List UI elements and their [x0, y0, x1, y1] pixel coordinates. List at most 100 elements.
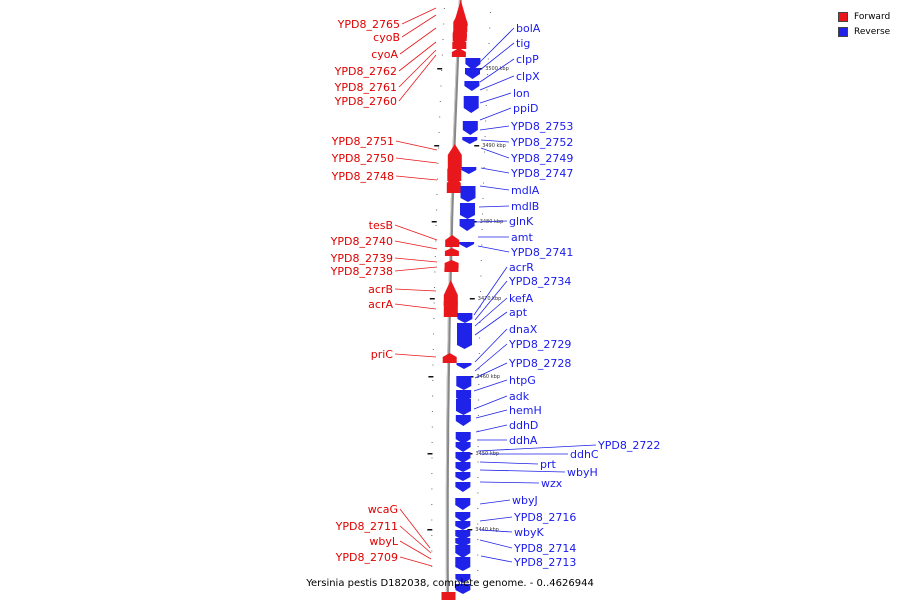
reverse-gene-label[interactable]: YPD8_2728: [508, 357, 571, 370]
reverse-gene-arrow[interactable]: [456, 399, 471, 415]
forward-gene-arrow[interactable]: [441, 592, 456, 600]
forward-gene-arrow[interactable]: [452, 38, 467, 49]
reverse-gene-label[interactable]: clpP: [516, 53, 539, 66]
forward-gene-label[interactable]: YPD8_2748: [331, 170, 394, 183]
forward-gene-label[interactable]: YPD8_2761: [334, 81, 397, 94]
forward-gene-label[interactable]: tesB: [369, 219, 393, 232]
reverse-gene-label[interactable]: bolA: [516, 22, 541, 35]
forward-gene-label[interactable]: YPD8_2738: [330, 265, 393, 278]
reverse-gene-arrow[interactable]: [455, 557, 471, 571]
forward-gene-label[interactable]: YPD8_2711: [335, 520, 398, 533]
reverse-gene-arrow[interactable]: [457, 323, 472, 349]
reverse-gene-arrow[interactable]: [459, 242, 475, 248]
forward-gene-label[interactable]: YPD8_2762: [334, 65, 397, 78]
reverse-gene-arrow[interactable]: [455, 521, 471, 530]
forward-gene-arrow[interactable]: [443, 298, 458, 306]
reverse-gene-label[interactable]: hemH: [509, 404, 542, 417]
reverse-gene-label[interactable]: YPD8_2722: [597, 439, 660, 452]
forward-gene-label[interactable]: priC: [371, 348, 394, 361]
reverse-gene-label[interactable]: wbyK: [514, 526, 544, 539]
reverse-gene-label[interactable]: YPD8_2734: [508, 275, 571, 288]
reverse-gene-label[interactable]: ddhD: [509, 419, 538, 432]
forward-gene-label[interactable]: YPD8_2750: [331, 152, 394, 165]
reverse-gene-label[interactable]: lon: [513, 87, 530, 100]
forward-gene-label[interactable]: cyoA: [371, 48, 398, 61]
reverse-gene-arrow[interactable]: [464, 81, 480, 91]
forward-gene-arrow[interactable]: [451, 48, 466, 57]
reverse-gene-label[interactable]: tig: [516, 37, 530, 50]
reverse-gene-arrow[interactable]: [455, 472, 471, 481]
forward-gene-arrow[interactable]: [444, 248, 459, 256]
reverse-gene-arrow[interactable]: [463, 96, 479, 113]
reverse-gene-label[interactable]: YPD8_2741: [510, 246, 573, 259]
reverse-gene-label[interactable]: mdlB: [511, 200, 539, 213]
forward-gene-label[interactable]: acrA: [368, 298, 393, 311]
reverse-gene-arrow[interactable]: [455, 442, 471, 452]
reverse-gene-label[interactable]: YPD8_2752: [510, 136, 573, 149]
forward-gene-label[interactable]: wcaG: [368, 503, 398, 516]
reverse-gene-label[interactable]: ppiD: [513, 102, 539, 115]
reverse-gene-label[interactable]: glnK: [509, 215, 534, 228]
reverse-gene-arrow[interactable]: [460, 203, 475, 219]
reverse-gene-arrow[interactable]: [455, 530, 471, 540]
forward-gene-label[interactable]: YPD8_2709: [335, 551, 398, 564]
forward-gene-arrow[interactable]: [444, 260, 459, 268]
forward-gene-label[interactable]: acrB: [368, 283, 393, 296]
reverse-gene-arrow[interactable]: [461, 167, 477, 174]
reverse-gene-label[interactable]: wzx: [541, 477, 563, 490]
reverse-gene-arrow[interactable]: [455, 452, 471, 463]
reverse-gene-arrow[interactable]: [455, 584, 471, 594]
reverse-gene-label[interactable]: htpG: [509, 374, 536, 387]
reverse-gene-label[interactable]: wbyJ: [512, 494, 538, 507]
reverse-gene-arrow[interactable]: [455, 462, 471, 472]
reverse-gene-arrow[interactable]: [459, 219, 475, 231]
reverse-gene-label[interactable]: clpX: [516, 70, 540, 83]
reverse-gene-arrow[interactable]: [455, 545, 471, 558]
reverse-gene-label[interactable]: prt: [540, 458, 557, 471]
forward-gene-label[interactable]: cyoB: [373, 31, 400, 44]
reverse-gene-label[interactable]: kefA: [509, 292, 534, 305]
reverse-gene-arrow[interactable]: [455, 512, 471, 522]
reverse-gene-label[interactable]: YPD8_2747: [510, 167, 573, 180]
forward-gene-arrow[interactable]: [442, 353, 457, 363]
reverse-gene-arrow[interactable]: [465, 58, 481, 70]
reverse-gene-arrow[interactable]: [455, 498, 471, 510]
forward-gene-label[interactable]: YPD8_2765: [337, 18, 400, 31]
reverse-gene-label[interactable]: dnaX: [509, 323, 538, 336]
reverse-gene-arrow[interactable]: [462, 121, 478, 135]
reverse-gene-arrow[interactable]: [456, 376, 472, 390]
forward-gene-arrow[interactable]: [447, 158, 462, 181]
reverse-gene-arrow[interactable]: [455, 538, 471, 547]
reverse-gene-arrow[interactable]: [460, 186, 476, 202]
forward-gene-arrow[interactable]: [445, 235, 460, 247]
forward-gene-label[interactable]: YPD8_2760: [334, 95, 397, 108]
reverse-gene-arrow[interactable]: [462, 137, 478, 144]
reverse-gene-arrow[interactable]: [465, 68, 480, 79]
reverse-gene-label[interactable]: mdlA: [511, 184, 540, 197]
reverse-gene-arrow[interactable]: [455, 415, 471, 426]
reverse-gene-arrow[interactable]: [456, 363, 472, 369]
reverse-gene-label[interactable]: wbyH: [567, 466, 598, 479]
forward-gene-label[interactable]: YPD8_2740: [330, 235, 393, 248]
forward-gene-arrow[interactable]: [452, 29, 467, 41]
reverse-gene-label[interactable]: YPD8_2716: [513, 511, 576, 524]
reverse-gene-arrow[interactable]: [457, 313, 473, 323]
forward-gene-label[interactable]: YPD8_2739: [330, 252, 393, 265]
forward-gene-label[interactable]: YPD8_2751: [331, 135, 394, 148]
forward-gene-arrow[interactable]: [446, 175, 461, 193]
reverse-gene-label[interactable]: ddhA: [509, 434, 538, 447]
reverse-gene-label[interactable]: ddhC: [570, 448, 599, 461]
reverse-gene-label[interactable]: YPD8_2729: [508, 338, 571, 351]
reverse-gene-label[interactable]: apt: [509, 306, 528, 319]
reverse-gene-label[interactable]: amt: [511, 231, 533, 244]
reverse-gene-label[interactable]: YPD8_2713: [513, 556, 576, 569]
reverse-gene-arrow[interactable]: [455, 482, 471, 492]
reverse-gene-label[interactable]: YPD8_2753: [510, 120, 573, 133]
reverse-gene-label[interactable]: YPD8_2714: [513, 542, 576, 555]
reverse-gene-arrow[interactable]: [455, 432, 471, 444]
forward-gene-arrow[interactable]: [444, 266, 459, 272]
forward-gene-label[interactable]: wbyL: [369, 535, 398, 548]
reverse-gene-label[interactable]: adk: [509, 390, 530, 403]
forward-gene-arrow[interactable]: [447, 144, 462, 168]
reverse-gene-arrow[interactable]: [455, 574, 471, 583]
